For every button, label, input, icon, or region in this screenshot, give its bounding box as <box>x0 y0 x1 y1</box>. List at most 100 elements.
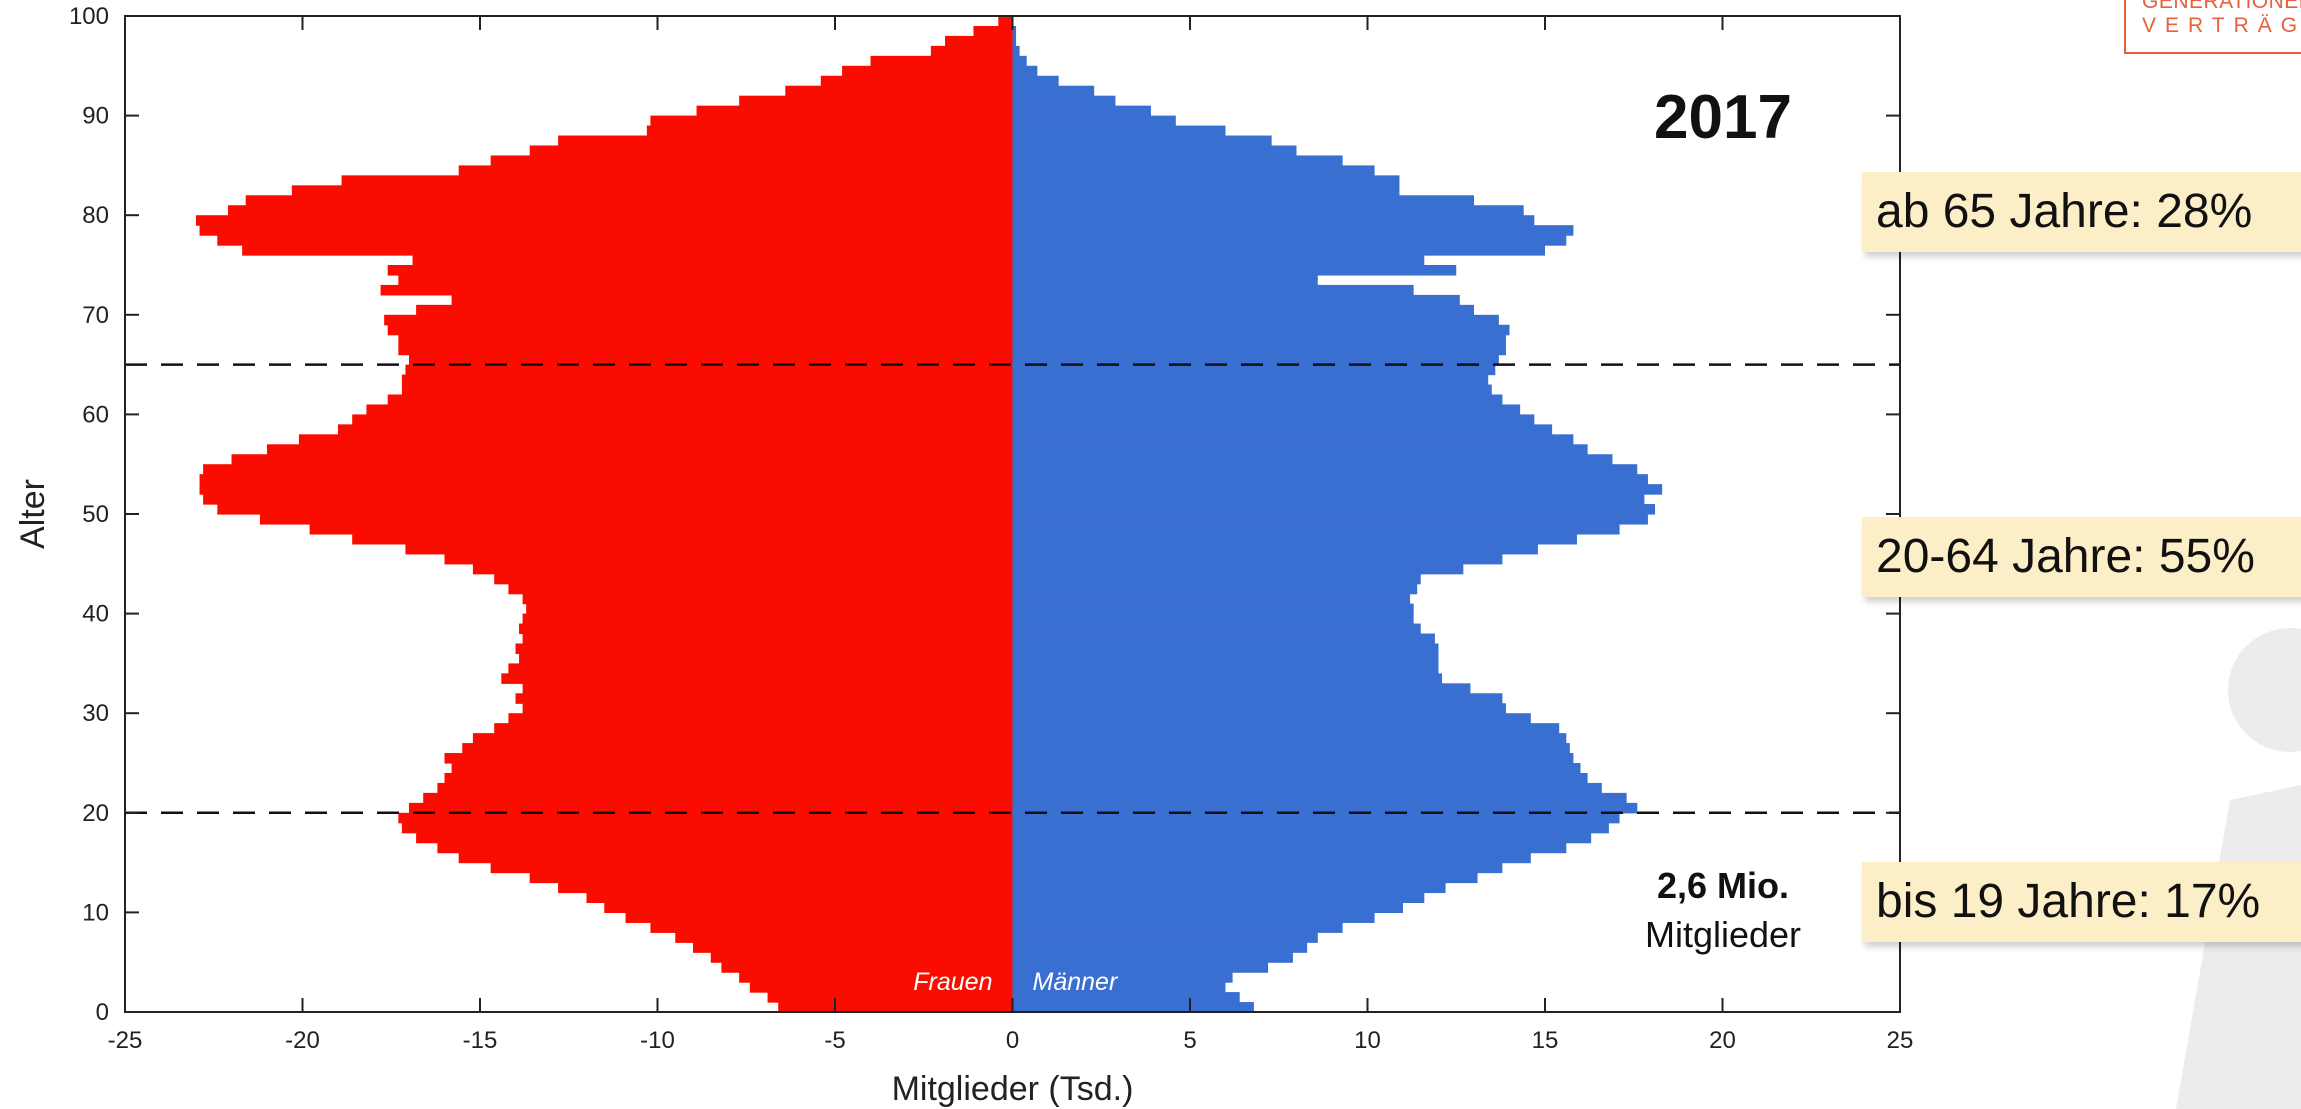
bar-maenner <box>1012 334 1506 346</box>
logo-line-2: VERTRÄGE <box>2142 14 2301 37</box>
bar-frauen <box>519 623 1013 635</box>
bar-maenner <box>1012 274 1318 286</box>
bar-frauen <box>558 135 1013 147</box>
bar-maenner <box>1012 942 1308 953</box>
bar-frauen <box>203 464 1013 475</box>
bar-maenner <box>1012 65 1038 77</box>
bar-frauen <box>472 733 1013 744</box>
bar-frauen <box>508 583 1013 595</box>
bar-frauen <box>196 215 1013 226</box>
bar-maenner <box>1012 912 1375 923</box>
y-tick-label: 30 <box>82 700 109 727</box>
bar-maenner <box>1012 812 1620 824</box>
bar-maenner <box>1012 514 1648 525</box>
bar-frauen <box>529 145 1013 157</box>
bar-frauen <box>721 962 1013 973</box>
bar-maenner <box>1012 25 1017 37</box>
bar-frauen <box>451 763 1013 774</box>
bar-frauen <box>501 673 1013 684</box>
bar-frauen <box>508 663 1013 674</box>
bar-maenner <box>1012 892 1425 904</box>
bar-maenner <box>1012 772 1588 784</box>
bar-maenner <box>1012 822 1609 834</box>
bar-frauen <box>490 155 1013 166</box>
bar-maenner <box>1012 414 1535 425</box>
bar-maenner <box>1012 723 1560 734</box>
bar-frauen <box>522 593 1013 605</box>
bar-frauen <box>842 65 1013 77</box>
bar-maenner <box>1012 165 1375 176</box>
bar-maenner <box>1012 852 1531 864</box>
bar-frauen <box>472 563 1013 575</box>
bar-frauen <box>522 613 1013 625</box>
bar-maenner <box>1012 583 1418 595</box>
bar-frauen <box>203 494 1013 505</box>
bar-frauen <box>650 922 1013 933</box>
bar-maenner <box>1012 125 1226 137</box>
y-axis-label: Alter <box>14 479 52 549</box>
y-axis-ticks: 0 10 20 30 40 50 60 70 80 90 100 <box>69 3 1900 1026</box>
bar-frauen <box>298 434 1013 445</box>
bar-maenner <box>1012 703 1506 714</box>
bar-frauen <box>398 812 1013 824</box>
bar-frauen <box>945 35 1013 47</box>
bar-maenner <box>1012 245 1545 256</box>
bar-maenner <box>1012 474 1648 485</box>
bar-maenner <box>1012 952 1293 963</box>
bar-maenner <box>1012 782 1602 794</box>
bar-maenner <box>1012 265 1457 276</box>
bar-frauen <box>380 284 1013 296</box>
bar-frauen <box>739 972 1013 983</box>
bar-frauen <box>199 225 1013 236</box>
bar-frauen <box>820 75 1013 87</box>
bar-maenner <box>1012 434 1574 445</box>
bar-frauen <box>245 195 1013 206</box>
bar-maenner <box>1012 982 1226 993</box>
bar-frauen <box>384 314 1013 326</box>
bar-maenner <box>1012 653 1439 664</box>
year-label: 2017 <box>1654 83 1792 152</box>
bars-maenner <box>1012 25 1663 1013</box>
bar-maenner <box>1012 1002 1254 1013</box>
bar-frauen <box>398 274 1013 286</box>
bar-frauen <box>231 454 1013 465</box>
bar-maenner <box>1012 922 1343 933</box>
bar-maenner <box>1012 115 1176 127</box>
bar-maenner <box>1012 733 1567 744</box>
bar-maenner <box>1012 902 1403 913</box>
bar-frauen <box>515 643 1013 655</box>
bar-frauen <box>217 504 1013 515</box>
bar-maenner <box>1012 494 1645 505</box>
y-tick-label: 20 <box>82 800 109 827</box>
bar-maenner <box>1012 802 1638 814</box>
bar-frauen <box>199 474 1013 485</box>
bar-frauen <box>338 424 1013 435</box>
bar-frauen <box>462 743 1013 754</box>
bar-maenner <box>1012 523 1620 535</box>
bar-frauen <box>309 523 1013 535</box>
x-tick-label: -15 <box>463 1027 498 1054</box>
bar-frauen <box>444 753 1013 764</box>
bar-frauen <box>409 802 1013 814</box>
bar-frauen <box>675 932 1013 943</box>
bar-frauen <box>227 205 1013 216</box>
bar-frauen <box>522 683 1013 694</box>
bar-frauen <box>401 822 1013 834</box>
bar-frauen <box>710 952 1013 963</box>
x-tick-label: 20 <box>1709 1027 1736 1054</box>
bar-frauen <box>522 703 1013 714</box>
bar-maenner <box>1012 613 1414 625</box>
bar-maenner <box>1012 643 1439 655</box>
bar-frauen <box>398 334 1013 346</box>
y-tick-label: 40 <box>82 601 109 628</box>
bar-frauen <box>451 294 1013 306</box>
x-tick-label: -25 <box>108 1027 143 1054</box>
bar-frauen <box>767 992 1013 1003</box>
y-tick-label: 10 <box>82 899 109 926</box>
bar-maenner <box>1012 364 1496 376</box>
bar-maenner <box>1012 105 1151 117</box>
bar-maenner <box>1012 464 1638 475</box>
bar-frauen <box>217 235 1013 246</box>
bar-frauen <box>522 633 1013 645</box>
bar-maenner <box>1012 673 1443 684</box>
